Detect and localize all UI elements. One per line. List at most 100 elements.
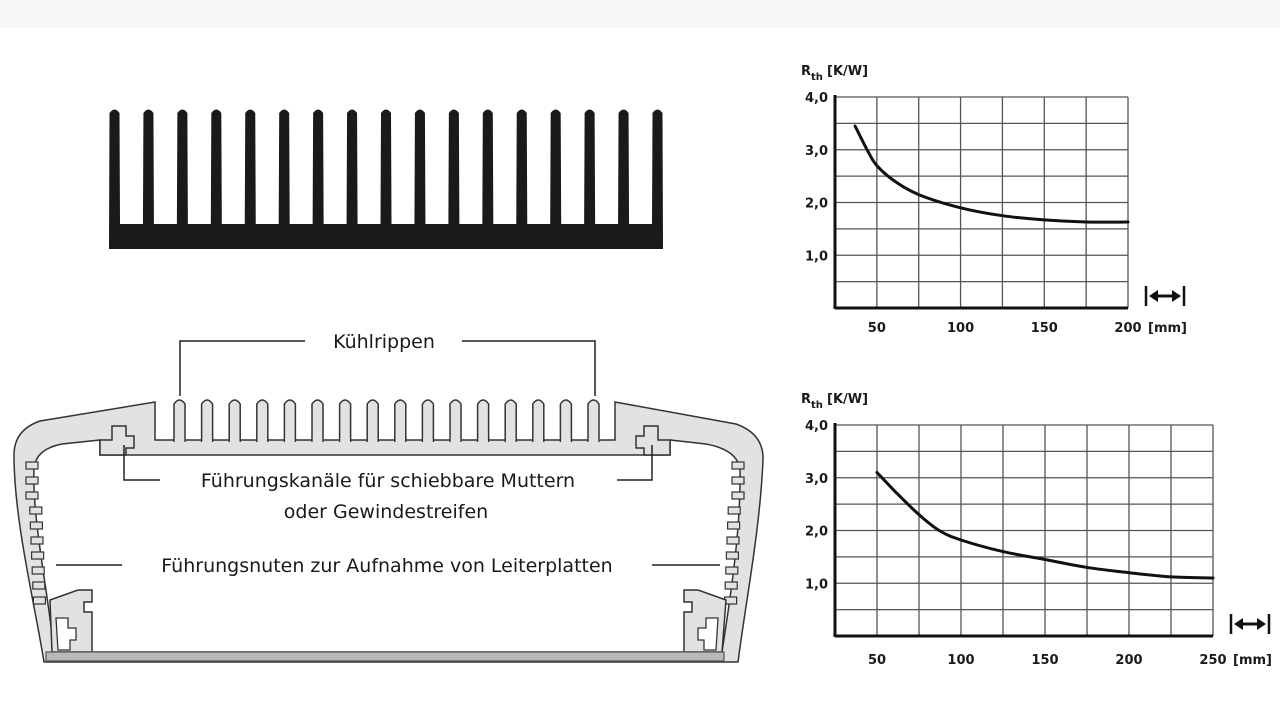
y-tick-label: 3,0 bbox=[805, 472, 828, 487]
groove-tooth-right bbox=[725, 551, 740, 560]
xlabel-unit: [mm] bbox=[1233, 653, 1272, 668]
groove-tooth-right bbox=[731, 461, 745, 470]
label-guide-channels-2: oder Gewindestreifen bbox=[284, 501, 488, 523]
enclosure-cooling-fins bbox=[173, 399, 600, 444]
leader-channels-left bbox=[123, 445, 160, 481]
groove-tooth-right bbox=[727, 506, 741, 515]
cooling-fin-root bbox=[257, 438, 267, 444]
cooling-fin-root bbox=[340, 438, 350, 444]
ylabel-subscript: th bbox=[811, 400, 823, 411]
cooling-fin-root bbox=[285, 438, 295, 444]
groove-tooth-left bbox=[29, 521, 43, 530]
base-plate-strip bbox=[45, 651, 725, 662]
cooling-fin-root bbox=[588, 438, 599, 444]
cooling-fin-root bbox=[174, 438, 185, 444]
cooling-fin bbox=[256, 399, 269, 442]
groove-tooth-left bbox=[29, 506, 43, 515]
x-tick-label: 100 bbox=[947, 321, 974, 336]
groove-tooth-right bbox=[731, 491, 745, 500]
y-tick-label: 4,0 bbox=[805, 419, 828, 434]
double-arrow-length-icon bbox=[1144, 286, 1186, 306]
cooling-fin-root bbox=[395, 438, 405, 444]
cooling-fin-root bbox=[423, 438, 433, 444]
cooling-fin-root bbox=[202, 438, 212, 444]
cooling-fin bbox=[504, 399, 517, 442]
top-band bbox=[0, 0, 1280, 28]
cooling-fin-root bbox=[506, 438, 516, 444]
cooling-fin bbox=[421, 399, 435, 442]
y-tick-label: 3,0 bbox=[805, 144, 828, 159]
groove-tooth-left bbox=[25, 476, 39, 485]
ylabel-subscript: th bbox=[811, 72, 823, 83]
x-tick-label: 50 bbox=[868, 653, 886, 668]
cooling-fin bbox=[228, 399, 241, 442]
pcb-guide-grooves bbox=[25, 461, 745, 605]
leader-fins-right bbox=[462, 340, 596, 396]
cooling-fin-root bbox=[533, 438, 543, 444]
cooling-fin bbox=[200, 399, 214, 442]
cooling-fin-root bbox=[368, 438, 378, 444]
groove-tooth-right bbox=[725, 566, 739, 575]
cooling-fin bbox=[173, 399, 186, 442]
cooling-fin bbox=[338, 399, 352, 442]
series-line bbox=[853, 124, 1130, 224]
ylabel-unit: [K/W] bbox=[827, 64, 868, 79]
groove-tooth-left bbox=[32, 581, 46, 590]
groove-tooth-right bbox=[726, 521, 741, 530]
label-guide-channels-1: Führungskanäle für schiebbare Muttern bbox=[201, 470, 575, 492]
cooling-fin bbox=[394, 399, 407, 442]
leader-fins-left bbox=[179, 340, 305, 396]
groove-tooth-left bbox=[31, 566, 45, 575]
y-tick-label: 4,0 bbox=[805, 91, 828, 106]
groove-tooth-left bbox=[25, 461, 39, 470]
x-tick-label: 100 bbox=[947, 653, 974, 668]
groove-tooth-right bbox=[731, 476, 745, 485]
cooling-fin-root bbox=[312, 438, 323, 444]
groove-tooth-left bbox=[25, 491, 39, 500]
cooling-fin bbox=[532, 399, 545, 442]
cooling-fin bbox=[476, 399, 490, 442]
double-arrow-length-icon bbox=[1229, 614, 1271, 634]
groove-tooth-right bbox=[726, 536, 740, 545]
heatsink-fins bbox=[109, 109, 663, 249]
x-tick-label: 200 bbox=[1115, 653, 1142, 668]
chart-rth-long: R th [K/W] [mm] 50 100 150 200 250 1,0 2,0 3,0 4… bbox=[801, 392, 1272, 668]
label-guide-grooves: Führungsnuten zur Aufnahme von Leiterpla… bbox=[161, 555, 612, 577]
label-cooling-fins: Kühlrippen bbox=[333, 331, 435, 353]
groove-tooth-right bbox=[724, 581, 738, 590]
bottom-channel-right-slot bbox=[697, 617, 719, 651]
bottom-channel-left-slot bbox=[55, 617, 77, 651]
ylabel-symbol: R bbox=[801, 392, 811, 407]
x-tick-label: 250 bbox=[1199, 653, 1226, 668]
x-tick-label: 150 bbox=[1031, 321, 1058, 336]
groove-tooth-left bbox=[31, 551, 45, 560]
cooling-fin-root bbox=[561, 438, 571, 444]
cooling-fin bbox=[449, 399, 462, 442]
leader-channels-right bbox=[617, 445, 653, 481]
x-tick-label: 200 bbox=[1114, 321, 1141, 336]
groove-tooth-left bbox=[32, 596, 47, 605]
y-tick-label: 1,0 bbox=[805, 577, 828, 592]
ylabel-unit: [K/W] bbox=[827, 392, 868, 407]
x-tick-label: 150 bbox=[1031, 653, 1058, 668]
nut-channel-left bbox=[99, 425, 135, 456]
x-tick-label: 50 bbox=[868, 321, 886, 336]
cooling-fin-root bbox=[478, 438, 488, 444]
cooling-fin-root bbox=[450, 438, 461, 444]
cooling-fin bbox=[311, 399, 324, 442]
cooling-fin bbox=[283, 399, 297, 442]
cooling-fin bbox=[559, 399, 573, 442]
heatsink-fin-profile bbox=[109, 109, 663, 249]
y-tick-label: 2,0 bbox=[805, 197, 828, 212]
xlabel-unit: [mm] bbox=[1148, 321, 1187, 336]
chart-rth-short: R th [K/W] [mm] 50 100 150 200 1,0 2,0 3,0 4,0 bbox=[801, 64, 1187, 336]
cooling-fin-root bbox=[230, 438, 240, 444]
cooling-fin bbox=[366, 399, 379, 442]
y-tick-label: 1,0 bbox=[805, 249, 828, 264]
leader-lines bbox=[56, 340, 720, 566]
y-tick-label: 2,0 bbox=[805, 525, 828, 540]
groove-tooth-left bbox=[30, 536, 44, 545]
cooling-fin bbox=[587, 399, 600, 442]
